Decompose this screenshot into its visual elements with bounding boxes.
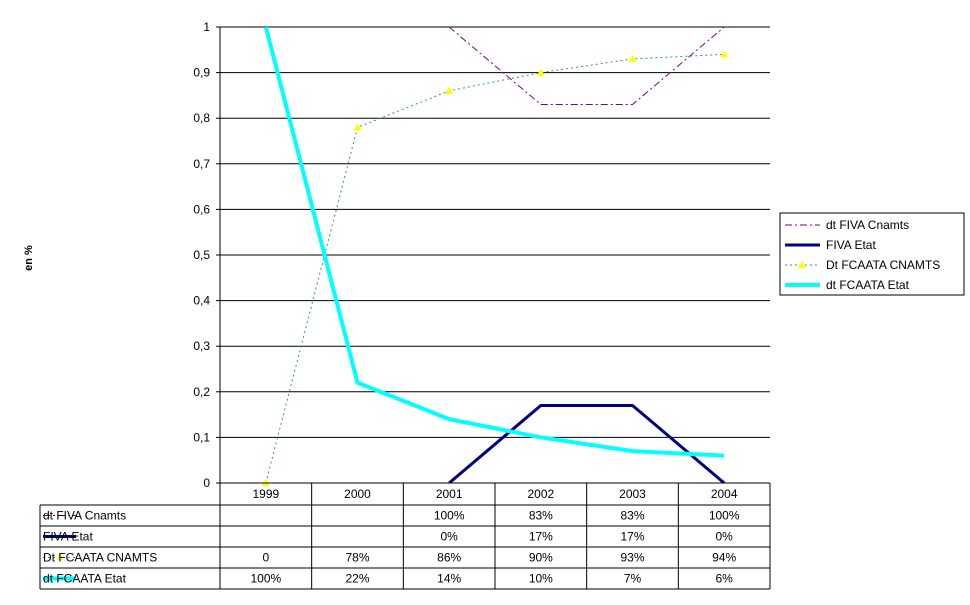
table-cell-value: 22% (345, 572, 369, 586)
x-tick-label: 2004 (711, 487, 738, 501)
table-cell-value: 10% (529, 572, 553, 586)
table-cell-value: 100% (434, 509, 465, 523)
series-line (448, 403, 726, 483)
table-cell-value: 0% (440, 530, 458, 544)
legend: dt FIVA Cnamts FIVA Etat Dt FCAATA CNAMTS d… (779, 212, 965, 296)
table-cell-value: 0 (262, 551, 269, 565)
x-tick-label: 2001 (436, 487, 463, 501)
series-lines (263, 27, 726, 483)
table-cell-value: 86% (437, 551, 461, 565)
x-tick-label: 2002 (527, 487, 554, 501)
series-marker (56, 554, 64, 561)
legend-box (779, 212, 965, 296)
y-tick-label: 0,1 (193, 430, 210, 444)
legend-label: FIVA Etat (826, 238, 876, 252)
legend-label: dt FCAATA Etat (826, 278, 910, 292)
table-cell-value: 17% (620, 530, 644, 544)
series-marker (445, 86, 454, 95)
y-tick-label: 1 (203, 20, 210, 34)
table-series-name: Dt FCAATA CNAMTS (43, 551, 157, 565)
y-tick-label: 0,6 (193, 202, 210, 216)
y-tick-label: 0,9 (193, 66, 210, 80)
table-cell-value: 78% (345, 551, 369, 565)
table-cell-value: 100% (709, 509, 740, 523)
x-tick-label: 2003 (619, 487, 646, 501)
table-cell-value: 93% (620, 551, 644, 565)
table-cell-value: 100% (250, 572, 281, 586)
gridlines (220, 26, 770, 484)
table-cell-value: 14% (437, 572, 461, 586)
x-tick-label: 1999 (252, 487, 279, 501)
series-marker (720, 50, 729, 58)
y-tick-label: 0,5 (193, 248, 210, 262)
table-series-name: dt FIVA Cnamts (43, 509, 126, 523)
x-tick-label: 2000 (344, 487, 371, 501)
series-marker (628, 54, 637, 63)
table-cell-value: 7% (624, 572, 642, 586)
legend-label: dt FIVA Cnamts (826, 218, 909, 232)
table-cell-value: 17% (529, 530, 553, 544)
y-tick-label: 0,3 (193, 339, 210, 353)
series-line (263, 27, 725, 458)
legend-label: Dt FCAATA CNAMTS (826, 258, 940, 272)
table-series-name: FIVA Etat (43, 530, 93, 544)
series-marker (353, 123, 362, 131)
table-cell-value: 83% (529, 509, 553, 523)
data-table: dt FIVA Cnamts 100% 83% 83% 100% FIVA Etat 0% 1… (39, 482, 771, 590)
table-cell-value: 0% (715, 530, 733, 544)
series-marker (536, 68, 545, 76)
table-cell-value: 6% (715, 572, 733, 586)
y-tick-label: 0,7 (193, 157, 210, 171)
y-axis-label: en % (23, 245, 35, 271)
series-line (448, 27, 725, 106)
y-axis: 0 0,1 0,2 0,3 0,4 0,5 0,6 0,7 0,8 0,9 1 (193, 20, 221, 490)
x-axis: 1999 2000 2001 2002 2003 2004 (252, 487, 737, 501)
series-marker (798, 261, 806, 269)
y-tick-label: 0,2 (193, 385, 210, 399)
table-series-name: dt FCAATA Etat (43, 572, 127, 586)
table-cell-value: 83% (620, 509, 644, 523)
y-tick-label: 0,8 (193, 111, 210, 125)
y-tick-label: 0 (203, 476, 210, 490)
table-cell-value: 94% (712, 551, 736, 565)
y-tick-label: 0,4 (193, 294, 210, 308)
series-markers (261, 50, 729, 487)
series-line (265, 53, 725, 483)
table-cell-value: 90% (529, 551, 553, 565)
